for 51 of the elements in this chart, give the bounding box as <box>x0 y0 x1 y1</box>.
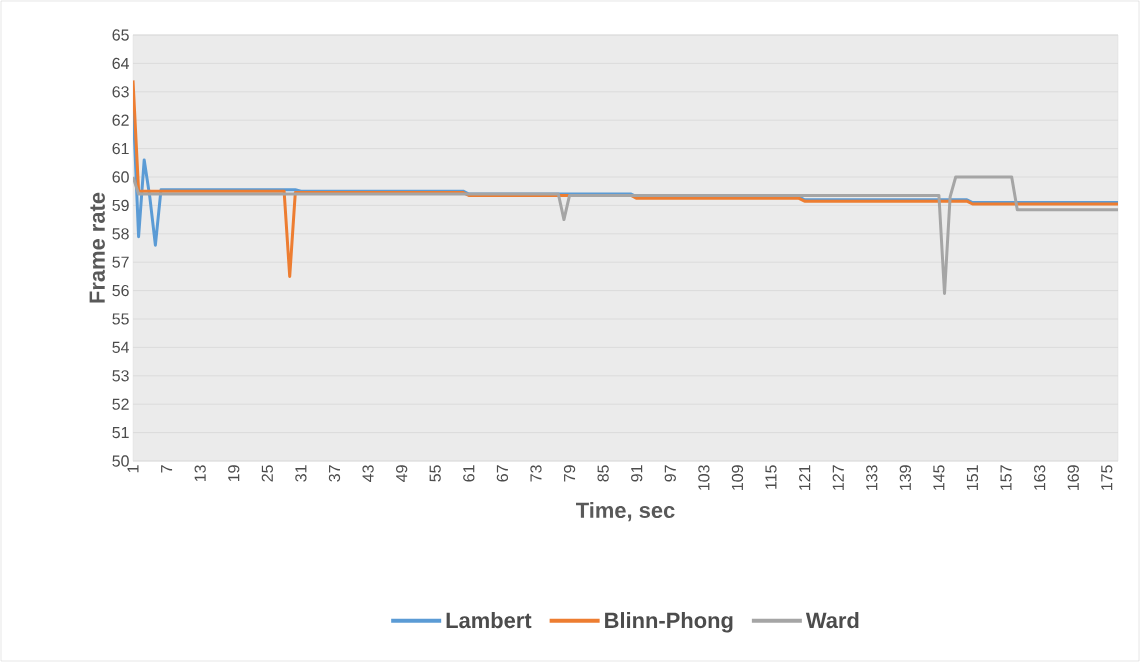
y-tick-label: 53 <box>112 370 129 382</box>
legend-label: Blinn-Phong <box>605 612 733 633</box>
y-tick-label: 57 <box>112 256 129 268</box>
x-tick-label: 145 <box>933 465 945 490</box>
y-tick-label: 60 <box>112 171 129 183</box>
y-tick-label: 63 <box>112 86 129 98</box>
y-tick-label: 54 <box>112 341 129 353</box>
x-tick-label: 1 <box>127 465 139 473</box>
x-tick-label: 115 <box>765 465 777 489</box>
x-tick-label: 151 <box>966 465 979 490</box>
y-tick-label: 52 <box>112 398 129 410</box>
y-tick-label: 58 <box>112 228 129 240</box>
x-tick-label: 85 <box>597 465 609 482</box>
x-tick-label: 127 <box>832 465 844 490</box>
x-tick-label: 97 <box>664 465 676 482</box>
x-tick-label: 13 <box>194 465 206 482</box>
legend-label: Ward <box>805 612 859 629</box>
x-tick-label: 163 <box>1034 465 1046 490</box>
x-tick-label: 7 <box>161 465 173 473</box>
x-tick-label: 133 <box>866 465 878 490</box>
legend-label: Lambert <box>446 612 532 629</box>
x-tick-label: 73 <box>530 465 542 482</box>
y-tick-label: 64 <box>112 57 129 70</box>
x-tick-label: 169 <box>1067 465 1079 490</box>
y-axis-title: Frame rate <box>89 192 105 303</box>
x-tick-label: 19 <box>228 465 240 482</box>
y-tick-label: 51 <box>112 427 129 439</box>
x-tick-label: 91 <box>631 465 643 482</box>
x-tick-label: 61 <box>463 465 475 482</box>
x-tick-label: 43 <box>362 465 374 482</box>
x-axis-title: Time, sec <box>576 501 675 522</box>
x-tick-label: 175 <box>1101 465 1113 490</box>
x-tick-label: 67 <box>496 465 509 482</box>
y-tick-label: 50 <box>112 455 129 467</box>
x-tick-label: 121 <box>799 465 811 490</box>
y-tick-label: 56 <box>112 284 129 297</box>
y-tick-label: 62 <box>112 114 129 126</box>
x-tick-label: 157 <box>1000 465 1012 490</box>
x-tick-label: 109 <box>731 465 744 490</box>
x-tick-label: 103 <box>698 465 710 490</box>
x-tick-label: 55 <box>429 465 441 482</box>
y-tick-label: 65 <box>112 29 129 41</box>
x-tick-label: 49 <box>396 465 408 482</box>
x-tick-label: 139 <box>899 465 911 490</box>
x-tick-label: 25 <box>261 465 273 482</box>
x-tick-label: 37 <box>328 465 341 482</box>
y-tick-label: 55 <box>112 313 129 325</box>
y-tick-label: 59 <box>112 199 129 212</box>
y-tick-label: 61 <box>112 142 129 155</box>
x-tick-label: 31 <box>295 465 307 482</box>
x-tick-label: 79 <box>563 465 576 482</box>
